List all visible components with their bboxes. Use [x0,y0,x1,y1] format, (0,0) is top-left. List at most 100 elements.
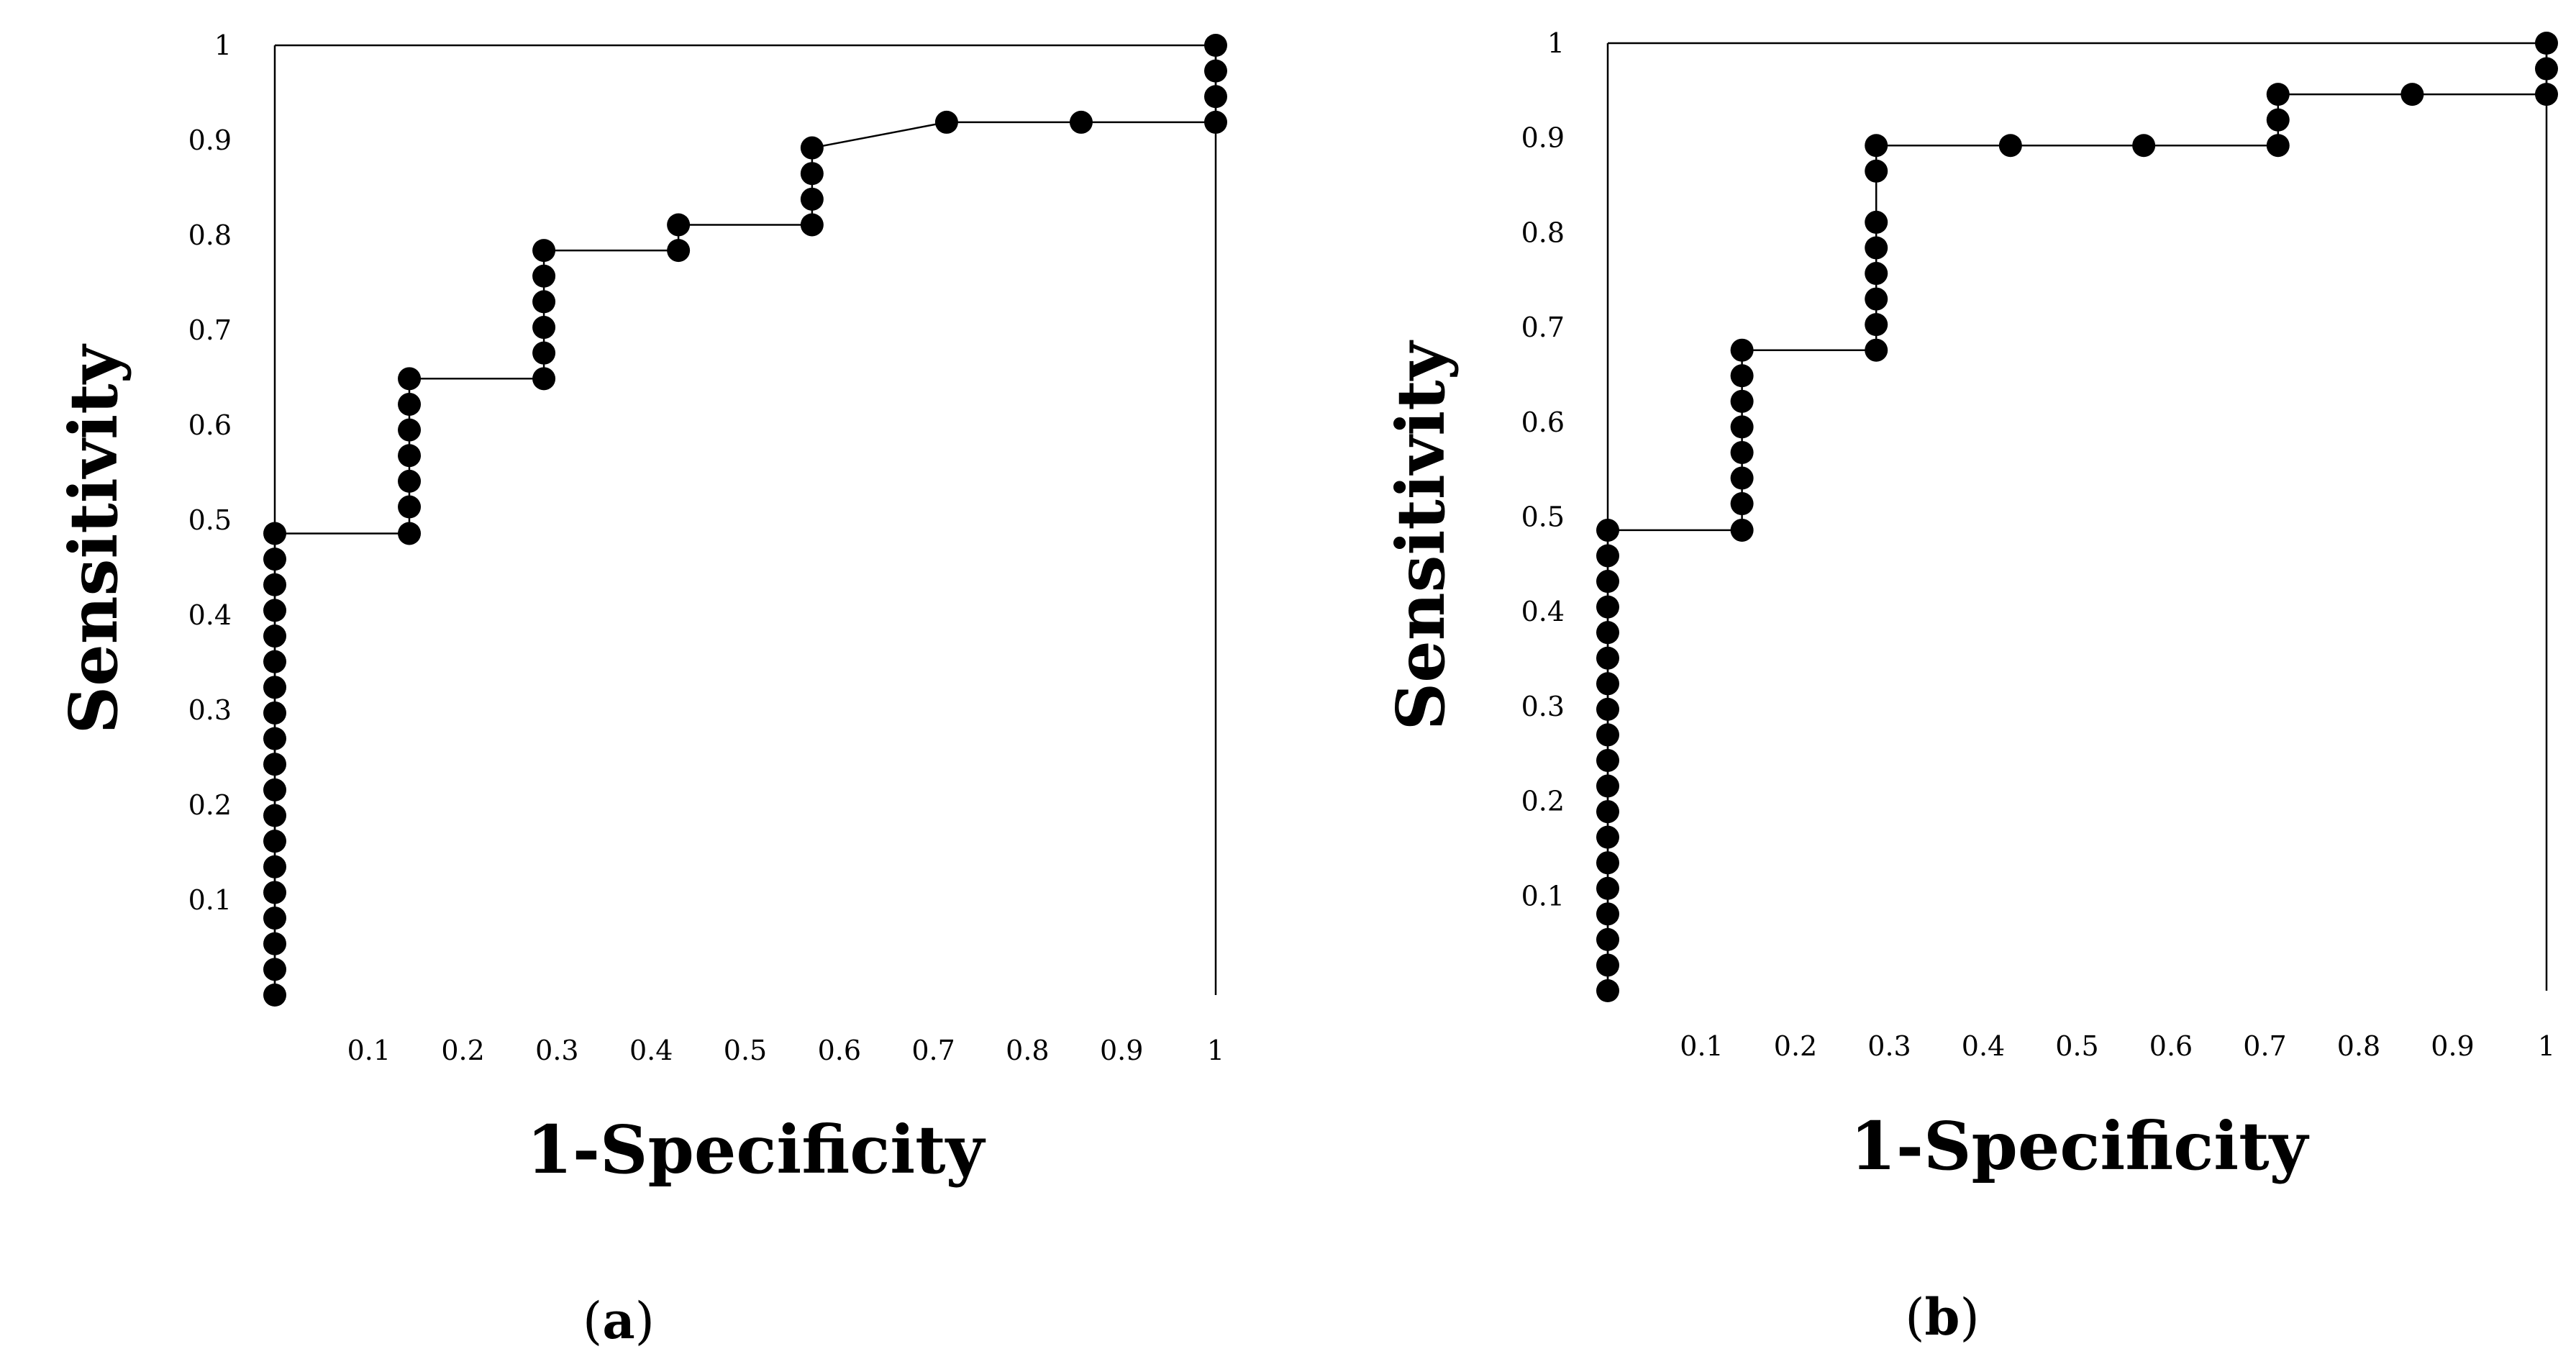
roc-point-a [263,548,286,571]
x-tick-label-b: 0.4 [1962,1030,2005,1062]
y-tick-label-b: 0.8 [1521,217,1565,248]
roc-point-a [532,239,556,263]
roc-point-b [1865,262,1888,286]
roc-point-b [2266,83,2290,106]
roc-point-a [532,264,556,288]
x-tick-label-a: 1 [1207,1035,1224,1066]
roc-point-b [1596,748,1619,772]
roc-point-a [263,753,286,776]
x-tick-label-a: 0.5 [724,1035,767,1066]
roc-point-a [800,187,824,211]
x-tick-label-a: 0.2 [441,1035,484,1066]
roc-point-a [1204,110,1227,134]
roc-point-b [1596,979,1619,1002]
y-tick-label-a: 0.1 [188,884,232,916]
plot-frame-b [1606,43,2548,991]
roc-point-a [1204,85,1227,109]
tick-labels-a: 0.1 0.2 0.3 0.4 0.5 0.6 0.7 0.8 0.9 1 0.1 0.2 0.3 0.4… [188,29,1225,1066]
roc-point-a [263,701,286,725]
roc-point-b [2132,134,2156,158]
roc-point-b [1596,723,1619,747]
roc-point-a [398,522,422,545]
y-tick-label-a: 0.6 [188,409,232,441]
roc-point-b [1998,134,2022,158]
x-tick-label-b: 0.9 [2431,1030,2474,1062]
roc-line-a [273,44,1217,995]
panel-label-a: (a) [583,1291,655,1350]
roc-point-b [1730,338,1754,362]
y-tick-label-a: 0.9 [188,124,232,156]
roc-point-b [1730,518,1754,542]
roc-point-a [263,676,286,699]
x-tick-label-a: 0.3 [535,1035,578,1066]
x-tick-label-a: 0.4 [629,1035,673,1066]
roc-points-b [1596,32,2558,1002]
roc-point-b [1596,518,1619,542]
roc-points-a [263,34,1227,1007]
roc-point-a [1204,59,1227,83]
y-tick-label-b: 1 [1547,27,1565,59]
roc-point-a [667,213,691,237]
y-tick-label-a: 0.2 [188,789,232,821]
roc-point-a [800,162,824,186]
x-axis-title-a: 1-Specificity [527,1111,986,1189]
roc-point-b [1596,646,1619,670]
roc-line-b [1606,42,2548,991]
roc-point-b [1865,338,1888,362]
roc-point-a [398,367,422,391]
x-tick-label-b: 0.6 [2149,1030,2193,1062]
roc-point-a [398,469,422,493]
roc-point-a [398,444,422,468]
roc-point-a [532,341,556,365]
roc-point-b [1865,236,1888,260]
x-tick-label-b: 1 [2538,1030,2555,1062]
x-tick-label-a: 0.1 [347,1035,391,1066]
y-tick-label-a: 0.8 [188,219,232,251]
roc-point-b [1596,851,1619,875]
roc-point-a [263,599,286,622]
roc-point-a [532,316,556,340]
roc-panel-a: Sensitivity 1-Specificity (a) 0.1 0.2 0.3 0… [55,29,1227,1350]
roc-point-a [263,573,286,596]
y-tick-label-b: 0.9 [1521,122,1565,154]
roc-point-a [263,855,286,878]
roc-point-a [667,239,691,263]
roc-point-b [1865,287,1888,311]
roc-point-a [263,522,286,545]
y-tick-label-a: 1 [214,29,232,61]
roc-point-b [1596,570,1619,594]
roc-point-b [1865,159,1888,183]
roc-point-b [1596,621,1619,645]
roc-point-b [2266,134,2290,158]
roc-point-b [1730,440,1754,464]
roc-point-a [1204,34,1227,57]
panel-label-a-letter: a [602,1291,634,1350]
x-tick-label-b: 0.7 [2243,1030,2286,1062]
roc-point-b [1596,876,1619,900]
panel-label-b: (b) [1905,1287,1980,1347]
y-tick-label-b: 0.7 [1521,312,1565,343]
x-tick-label-b: 0.1 [1680,1030,1723,1062]
roc-point-b [1596,697,1619,721]
y-axis-title-a: Sensitivity [55,343,132,734]
roc-point-b [1596,774,1619,798]
y-tick-label-a: 0.7 [188,314,232,346]
y-tick-label-a: 0.3 [188,694,232,726]
roc-point-b [1596,544,1619,568]
y-axis-title-b: Sensitivity [1382,340,1460,730]
tick-labels-b: 0.1 0.2 0.3 0.4 0.5 0.6 0.7 0.8 0.9 1 0.1 0.2 0.3 0.4… [1521,27,2556,1062]
x-tick-label-a: 0.8 [1006,1035,1049,1066]
roc-point-b [1596,672,1619,696]
x-tick-label-b: 0.3 [1867,1030,1911,1062]
roc-point-a [263,650,286,673]
y-tick-label-a: 0.5 [188,504,232,536]
roc-point-a [263,727,286,750]
roc-point-b [1730,492,1754,516]
roc-point-b [1865,210,1888,234]
x-tick-label-a: 0.6 [818,1035,861,1066]
roc-point-b [2535,57,2558,81]
roc-point-a [1069,110,1093,134]
roc-curve-b [1606,42,2548,991]
y-tick-label-b: 0.5 [1521,501,1565,533]
